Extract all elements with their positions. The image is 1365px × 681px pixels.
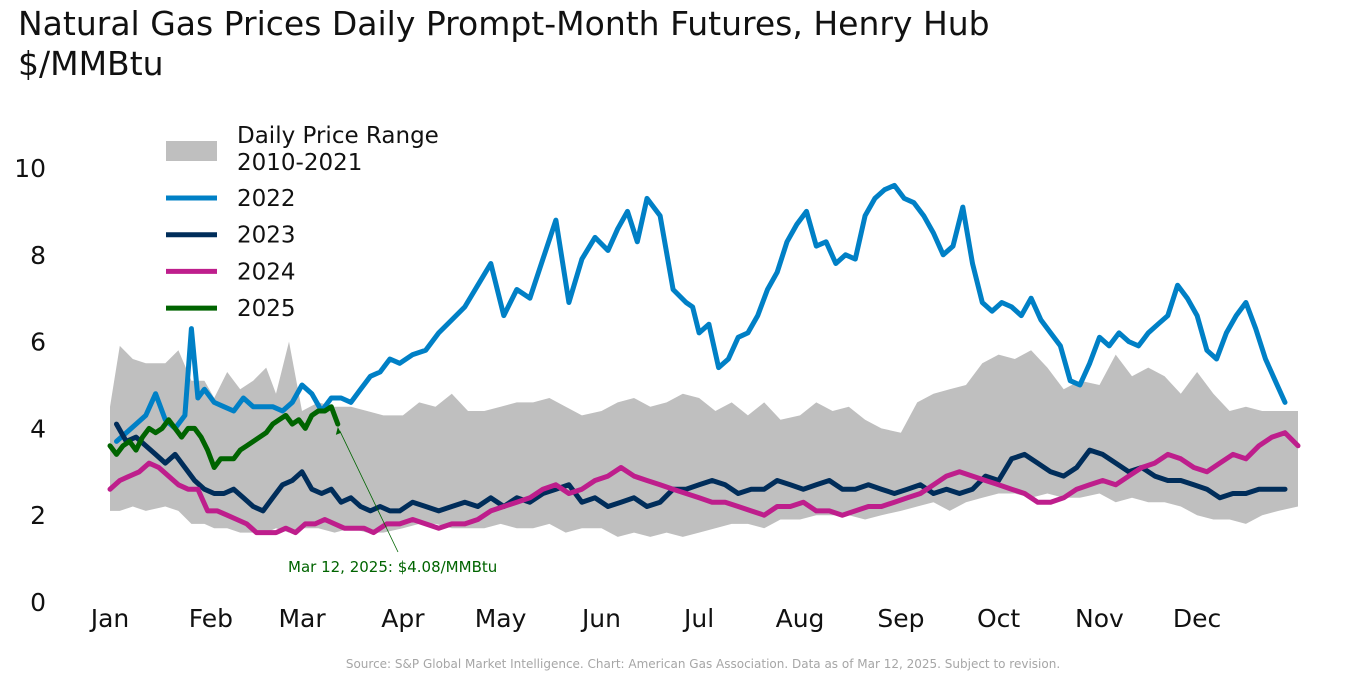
series-layer xyxy=(107,182,1301,536)
x-tick-label-apr: Apr xyxy=(381,604,425,633)
x-tick-label-jun: Jun xyxy=(580,604,621,633)
series-line-2023 xyxy=(114,421,1288,514)
annotation-arrowhead xyxy=(335,426,341,435)
y-tick-label-8: 8 xyxy=(30,241,46,270)
legend-swatch-range-band xyxy=(166,141,217,161)
source-note: Source: S&P Global Market Intelligence. … xyxy=(346,657,1060,671)
range-band-area xyxy=(110,341,1298,537)
x-tick-label-oct: Oct xyxy=(977,604,1020,633)
legend: Daily Price Range 2010-2021 2022 2023 2024 20… xyxy=(166,123,439,322)
legend-label-range-band: Daily Price Range 2010-2021 xyxy=(237,123,439,176)
legend-label-2022: 2022 xyxy=(237,186,296,212)
series-line-2022 xyxy=(114,182,1288,444)
y-tick-label-4: 4 xyxy=(30,414,46,443)
range-band-layer xyxy=(110,341,1298,537)
x-tick-label-feb: Feb xyxy=(189,604,233,633)
x-tick-label-may: May xyxy=(475,604,527,633)
x-tick-label-nov: Nov xyxy=(1075,604,1124,633)
y-tick-label-0: 0 xyxy=(30,588,46,617)
series-line-2024 xyxy=(107,430,1301,536)
x-tick-label-mar: Mar xyxy=(278,604,326,633)
annotation-label: Mar 12, 2025: $4.08/MMBtu xyxy=(288,558,497,576)
annotation-arrow xyxy=(339,430,399,553)
x-tick-label-sep: Sep xyxy=(877,604,924,633)
x-tick-label-jul: Jul xyxy=(682,604,714,633)
y-tick-label-10: 10 xyxy=(14,154,46,183)
x-tick-label-jan: Jan xyxy=(89,604,130,633)
y-tick-label-2: 2 xyxy=(30,501,46,530)
series-line-2025 xyxy=(107,404,341,470)
legend-label-2025: 2025 xyxy=(237,296,296,322)
x-axis-ticks: Jan Feb Mar Apr May Jun Jul Aug Sep Oct Nov Dec xyxy=(89,604,1222,633)
y-axis-ticks: 0 2 4 6 8 10 xyxy=(14,154,46,617)
legend-label-2023: 2023 xyxy=(237,223,296,249)
x-tick-label-aug: Aug xyxy=(776,604,825,633)
annotation: Mar 12, 2025: $4.08/MMBtu xyxy=(288,426,497,576)
y-tick-label-6: 6 xyxy=(30,328,46,357)
x-tick-label-dec: Dec xyxy=(1173,604,1221,633)
chart-title: Natural Gas Prices Daily Prompt-Month Fu… xyxy=(18,4,990,83)
legend-label-2024: 2024 xyxy=(237,259,296,285)
